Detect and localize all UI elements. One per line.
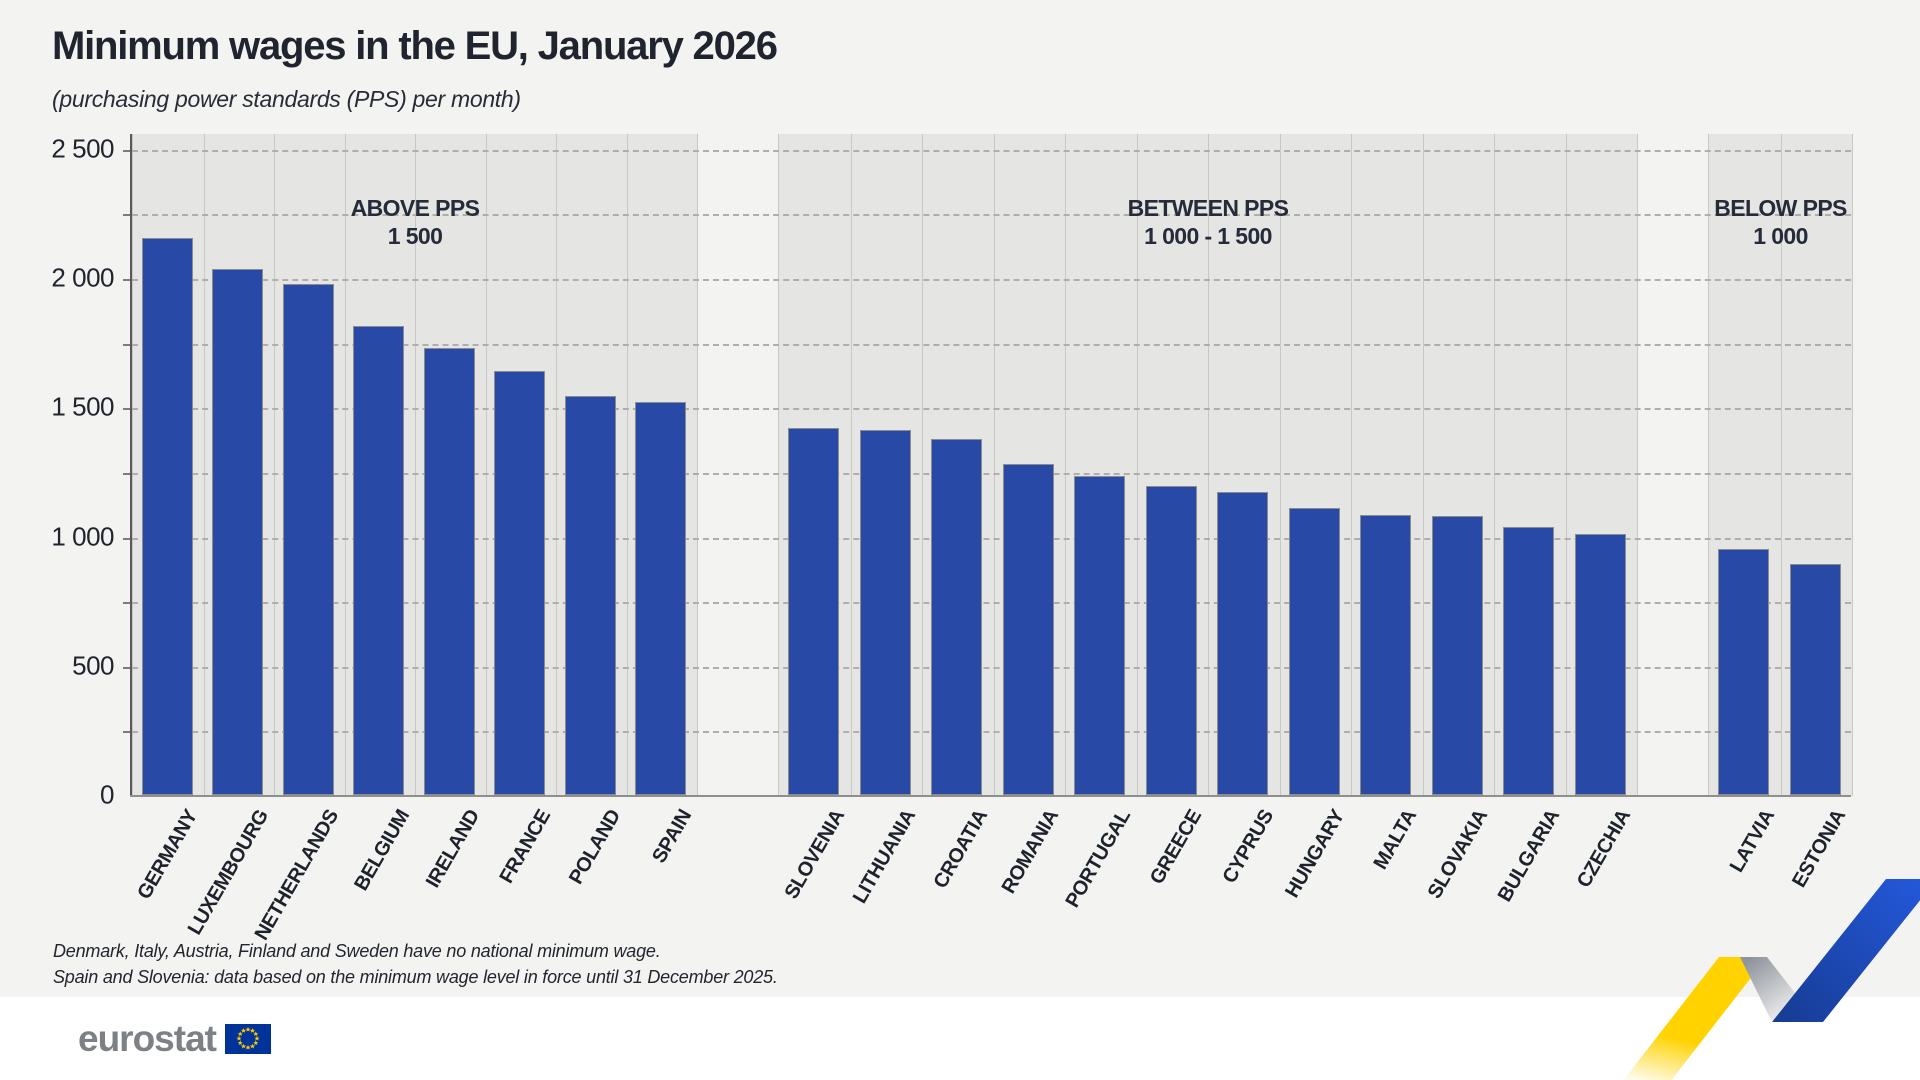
gridline — [132, 472, 1851, 475]
y-axis-tick — [123, 602, 131, 605]
y-axis-tick-label: 1 500 — [51, 391, 114, 422]
group-header-line2: 1 000 — [1753, 223, 1808, 249]
bar-greece — [1145, 486, 1197, 795]
column-separator — [1351, 134, 1352, 796]
bar-spain — [635, 401, 687, 795]
bar-latvia — [1718, 548, 1770, 795]
y-axis-tick — [123, 149, 131, 152]
y-axis-tick — [123, 279, 131, 281]
column-separator — [1136, 134, 1138, 796]
bar-romania — [1002, 464, 1054, 795]
eurostat-logo-text: eurostat — [78, 1018, 217, 1059]
y-axis-tick — [123, 408, 131, 411]
column-separator — [626, 134, 628, 796]
bar-luxembourg — [212, 269, 264, 795]
gridline — [132, 602, 1851, 605]
column-separator — [993, 134, 995, 796]
y-axis-tick-label: 2 500 — [51, 133, 114, 164]
column-separator — [1780, 134, 1782, 796]
gridline — [132, 214, 1851, 217]
y-axis-tick — [123, 537, 131, 540]
gridline — [132, 537, 1851, 540]
bar-bulgaria — [1503, 526, 1555, 795]
column-separator — [274, 134, 275, 796]
column-separator — [1208, 134, 1209, 796]
group-header-line1: BETWEEN PPS — [1127, 195, 1289, 221]
y-axis-tick — [123, 214, 131, 217]
group-header: BETWEEN PPS 1 000 - 1 500 — [779, 194, 1637, 250]
footnote-line-2: Spain and Slovenia: data based on the mi… — [53, 967, 778, 987]
bar-lithuania — [859, 429, 911, 795]
eu-flag-icon — [224, 1024, 271, 1054]
ribbon-yellow-band — [1623, 957, 1767, 1080]
footnote-line-1: Denmark, Italy, Austria, Finland and Swe… — [53, 941, 661, 961]
footnotes: Denmark, Italy, Austria, Finland and Swe… — [53, 938, 778, 990]
column-separator — [922, 134, 923, 796]
gridline — [132, 666, 1851, 669]
group-header-line2: 1 500 — [387, 223, 443, 249]
column-separator — [850, 134, 852, 796]
bar-belgium — [353, 325, 405, 795]
bar-ireland — [423, 347, 475, 795]
group-header: ABOVE PPS 1 500 — [133, 194, 697, 250]
y-axis-tick — [123, 731, 131, 734]
column-separator — [556, 134, 557, 796]
column-separator — [1565, 134, 1567, 796]
column-separator — [485, 134, 487, 796]
bar-malta — [1360, 514, 1412, 795]
y-axis-tick — [123, 666, 131, 669]
column-separator — [203, 134, 205, 796]
column-separator — [1494, 134, 1495, 796]
group-header-line1: ABOVE PPS — [350, 195, 480, 221]
trend-ribbon-graphic — [1623, 879, 1920, 1080]
y-axis-tick-label: 500 — [72, 650, 114, 681]
chart-subtitle: (purchasing power standards (PPS) per mo… — [52, 86, 521, 112]
gridline — [132, 279, 1851, 281]
column-separator — [1065, 134, 1066, 796]
gridline — [132, 731, 1851, 734]
bar-portugal — [1074, 476, 1126, 795]
bar-netherlands — [282, 283, 334, 795]
y-axis-tick — [123, 472, 131, 475]
bar-czechia — [1574, 534, 1626, 795]
column-separator — [344, 134, 346, 796]
ribbon-blue-band — [1772, 879, 1920, 1022]
column-separator — [1422, 134, 1424, 796]
chart-title: Minimum wages in the EU, January 2026 — [52, 24, 778, 68]
y-axis-tick-label: 0 — [100, 779, 114, 810]
bar-croatia — [931, 438, 983, 795]
eurostat-logo: eurostat — [78, 1018, 271, 1060]
column-separator — [415, 134, 416, 796]
group-panel-2: BETWEEN PPS 1 000 - 1 500 — [778, 134, 1638, 796]
column-separator — [1279, 134, 1281, 796]
bar-slovakia — [1431, 515, 1483, 795]
footer-white-strip — [0, 997, 1920, 1080]
x-axis-line — [130, 795, 1851, 797]
y-axis-tick-label: 1 000 — [51, 520, 114, 551]
bar-hungary — [1288, 508, 1340, 795]
group-header-line2: 1 000 - 1 500 — [1144, 223, 1272, 249]
y-axis-line — [130, 134, 132, 796]
bar-slovenia — [788, 428, 840, 795]
bar-estonia — [1789, 564, 1841, 795]
gridline — [132, 149, 1851, 152]
y-axis-tick-label: 2 000 — [51, 262, 114, 293]
group-header-line1: BELOW PPS — [1714, 195, 1847, 221]
bar-germany — [141, 238, 193, 795]
gridline — [132, 408, 1851, 411]
bar-cyprus — [1217, 492, 1269, 795]
gridline — [132, 343, 1851, 346]
group-header: BELOW PPS 1 000 — [1709, 194, 1852, 250]
y-axis-tick — [123, 343, 131, 346]
bar-france — [494, 371, 546, 795]
bar-poland — [564, 395, 616, 795]
